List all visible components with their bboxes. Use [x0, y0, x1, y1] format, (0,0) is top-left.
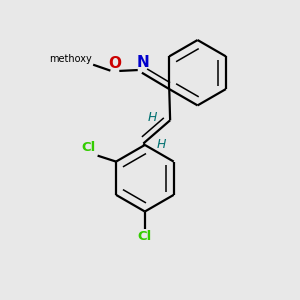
Text: O: O — [108, 56, 121, 70]
Text: H: H — [148, 111, 157, 124]
Text: Cl: Cl — [82, 142, 96, 154]
Text: N: N — [137, 55, 150, 70]
Text: Cl: Cl — [138, 230, 152, 243]
Text: methoxy: methoxy — [49, 53, 92, 64]
Text: H: H — [157, 138, 167, 152]
